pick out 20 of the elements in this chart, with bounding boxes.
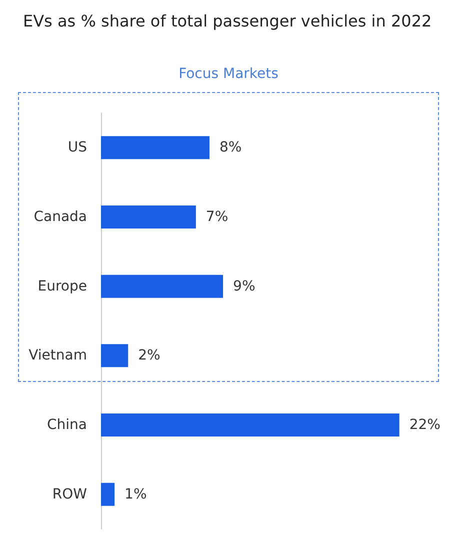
- y-tick-label: ROW: [52, 486, 88, 502]
- data-label: 22%: [409, 417, 440, 433]
- bar: [101, 414, 400, 436]
- data-label: 9%: [233, 278, 256, 294]
- data-label: 2%: [138, 348, 160, 364]
- bar: [101, 136, 210, 160]
- chart-title: EVs as % share of total passenger vehicles in 2022: [23, 12, 432, 30]
- y-tick-label: Europe: [38, 278, 87, 294]
- bar: [101, 344, 128, 368]
- data-label: 1%: [124, 486, 147, 502]
- y-tick-label: Vietnam: [28, 348, 87, 364]
- data-label: 7%: [206, 209, 228, 225]
- bar: [101, 206, 196, 228]
- y-tick-label: China: [47, 417, 87, 433]
- y-tick-label: US: [68, 140, 88, 156]
- text: Focus Markets: [178, 66, 280, 82]
- data-label: 8%: [219, 140, 242, 156]
- bar: [101, 482, 115, 506]
- y-tick-label: Canada: [34, 209, 87, 225]
- bar: [101, 274, 224, 298]
